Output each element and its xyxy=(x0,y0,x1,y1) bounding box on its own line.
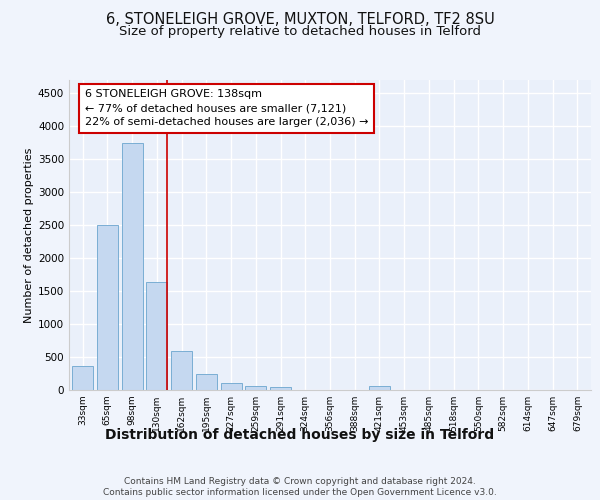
Bar xyxy=(122,142,143,390)
Bar xyxy=(146,282,167,390)
Bar xyxy=(270,388,291,390)
Bar xyxy=(196,374,217,390)
Bar xyxy=(171,351,192,390)
Bar xyxy=(369,386,390,390)
Bar xyxy=(245,386,266,390)
Text: Contains HM Land Registry data © Crown copyright and database right 2024.
Contai: Contains HM Land Registry data © Crown c… xyxy=(103,478,497,497)
Text: 6, STONELEIGH GROVE, MUXTON, TELFORD, TF2 8SU: 6, STONELEIGH GROVE, MUXTON, TELFORD, TF… xyxy=(106,12,494,28)
Text: Distribution of detached houses by size in Telford: Distribution of detached houses by size … xyxy=(106,428,494,442)
Bar xyxy=(97,225,118,390)
Y-axis label: Number of detached properties: Number of detached properties xyxy=(24,148,34,322)
Text: 6 STONELEIGH GROVE: 138sqm
← 77% of detached houses are smaller (7,121)
22% of s: 6 STONELEIGH GROVE: 138sqm ← 77% of deta… xyxy=(85,90,368,128)
Bar xyxy=(72,366,93,390)
Bar xyxy=(221,383,242,390)
Text: Size of property relative to detached houses in Telford: Size of property relative to detached ho… xyxy=(119,25,481,38)
